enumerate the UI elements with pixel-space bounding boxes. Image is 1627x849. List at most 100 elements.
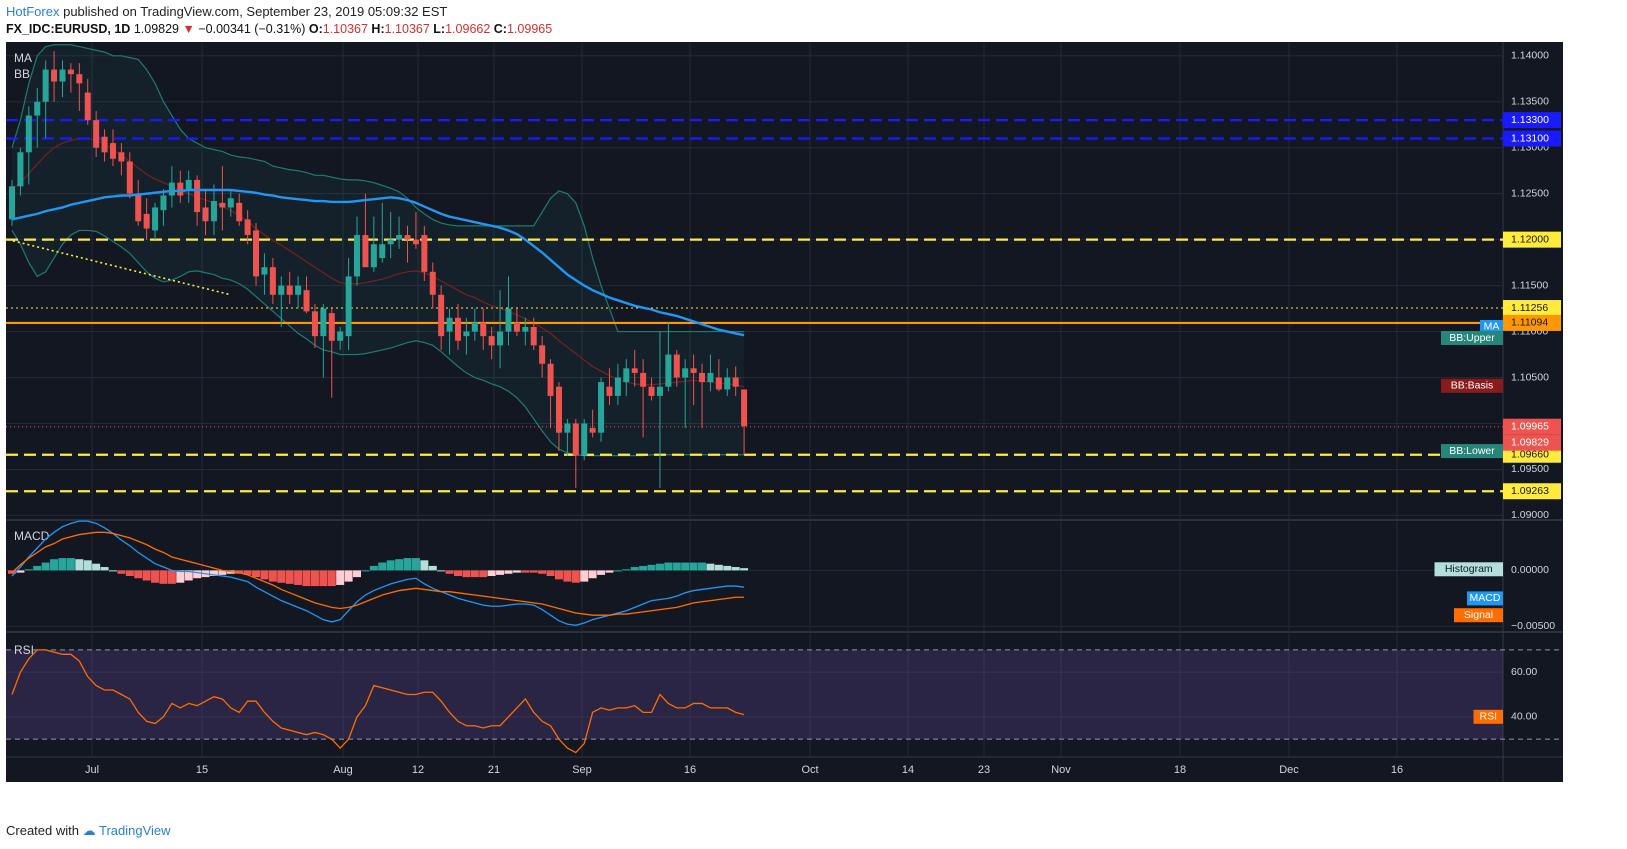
macd-histogram-bar <box>50 559 59 571</box>
candle-body <box>513 322 520 332</box>
x-tick-label: 15 <box>196 764 208 776</box>
x-tick-label: Aug <box>333 764 353 776</box>
macd-histogram-bar <box>344 570 353 582</box>
candle-body <box>412 239 419 245</box>
macd-line <box>11 520 745 626</box>
macd-histogram-bar <box>672 562 681 571</box>
candle-body <box>640 372 647 387</box>
tradingview-link[interactable]: TradingView <box>99 823 171 838</box>
candle-body <box>219 202 226 208</box>
candle-body <box>152 207 159 231</box>
level-price-label: 1.13100 <box>1511 132 1549 144</box>
macd-histogram-bar <box>24 569 33 571</box>
candle-body <box>109 143 116 159</box>
macd-histogram-bar <box>243 570 252 575</box>
candle-body <box>362 235 369 268</box>
candle-body <box>648 386 655 396</box>
macd-histogram-bar <box>193 570 202 579</box>
candle-body <box>51 69 58 82</box>
macd-histogram-bar <box>268 570 277 582</box>
candle-body <box>673 354 680 378</box>
candle-body <box>244 219 251 236</box>
rsi-panel-label: RSI <box>14 643 34 657</box>
macd-histogram-bar <box>664 562 673 571</box>
close-label: C: <box>493 22 507 36</box>
candle-body <box>724 377 731 390</box>
close-price-label-bg <box>1503 418 1561 435</box>
down-arrow-icon: ▼ <box>182 22 195 36</box>
candle-body <box>429 271 436 295</box>
author-link[interactable]: HotForex <box>6 4 60 19</box>
series-legend-tag-bg <box>1441 378 1503 393</box>
macd-histogram-bar <box>167 570 176 584</box>
symbol-name: FX_IDC:EURUSD, 1D <box>6 22 131 36</box>
x-tick-label: 21 <box>488 764 500 776</box>
candle-body <box>227 198 234 208</box>
macd-histogram-bar <box>378 562 387 571</box>
macd-histogram-bar <box>420 560 429 571</box>
signal-line <box>11 531 745 616</box>
candle-body <box>328 313 335 341</box>
candle-body <box>581 423 588 456</box>
level-price-label-bg <box>1503 314 1561 331</box>
chart-background <box>6 42 1563 782</box>
close-price-label: 1.09965 <box>1511 420 1549 432</box>
level-price-label: 1.11256 <box>1511 302 1548 314</box>
price-tick-label: 1.11500 <box>1511 279 1548 291</box>
macd-histogram-bar <box>277 570 286 583</box>
macd-histogram-bar <box>134 570 143 579</box>
candle-body <box>480 322 487 337</box>
x-tick-label: Jul <box>85 764 99 776</box>
macd-histogram-bar <box>327 570 336 587</box>
macd-histogram-bar <box>647 564 656 571</box>
candle-body <box>93 120 100 148</box>
macd-histogram-bar <box>33 565 42 571</box>
macd-legend-tag: MACD <box>1470 592 1501 604</box>
candle-body <box>564 423 571 433</box>
macd-histogram-bar <box>336 570 345 585</box>
rsi-line <box>11 649 745 754</box>
macd-histogram-bar <box>521 570 530 573</box>
candle-body <box>278 285 285 295</box>
candle-body <box>269 267 276 295</box>
candle-body <box>387 239 394 245</box>
macd-histogram-bar <box>294 570 303 585</box>
macd-histogram-bar <box>117 570 126 574</box>
macd-legend-tag-bg <box>1454 608 1503 623</box>
candle-body <box>210 201 217 222</box>
candle-body <box>454 317 461 341</box>
candle-body <box>690 368 697 373</box>
candle-body <box>631 368 638 373</box>
macd-histogram-bar <box>512 570 521 573</box>
price-tick-label: 1.13500 <box>1511 96 1549 108</box>
price-tick-label: 1.10500 <box>1511 371 1549 383</box>
candle-body <box>682 368 689 378</box>
macd-histogram-bar <box>260 570 269 580</box>
series-legend-tag: BB:Upper <box>1449 332 1495 344</box>
candle-body <box>370 244 377 268</box>
publish-info: HotForex published on TradingView.com, S… <box>6 4 447 19</box>
level-price-label-bg <box>1503 300 1561 317</box>
high-value: 1.10367 <box>384 22 430 36</box>
macd-histogram-bar <box>698 562 707 571</box>
macd-histogram-bar <box>125 570 134 576</box>
high-label: H: <box>371 22 385 36</box>
macd-histogram-bar <box>538 570 547 574</box>
macd-histogram-bar <box>92 563 101 571</box>
level-price-label-bg <box>1503 483 1561 500</box>
macd-histogram-bar <box>108 570 117 572</box>
candle-body <box>606 386 613 396</box>
level-price-label: 1.13300 <box>1511 114 1549 126</box>
candle-body <box>118 152 125 162</box>
last-price-label-bg <box>1503 434 1561 451</box>
level-price-label: 1.09660 <box>1511 449 1549 461</box>
candle-body <box>126 161 133 194</box>
rsi-tick-label: 40.00 <box>1511 711 1537 723</box>
level-price-label-bg <box>1503 130 1561 147</box>
macd-histogram-bar <box>723 565 732 571</box>
macd-histogram-bar <box>142 570 151 581</box>
open-label: O: <box>308 22 323 36</box>
candle-body <box>143 213 150 229</box>
macd-histogram-bar <box>75 559 84 571</box>
